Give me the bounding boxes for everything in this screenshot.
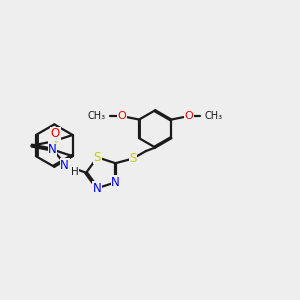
Text: CH₃: CH₃ bbox=[205, 111, 223, 122]
Text: S: S bbox=[129, 152, 137, 165]
Text: CH₃: CH₃ bbox=[88, 111, 106, 122]
Text: N: N bbox=[93, 182, 102, 195]
Text: S: S bbox=[49, 135, 56, 148]
Text: O: O bbox=[51, 127, 60, 140]
Text: N: N bbox=[60, 159, 69, 172]
Text: N: N bbox=[48, 143, 57, 156]
Text: N: N bbox=[111, 176, 120, 189]
Text: O: O bbox=[184, 111, 193, 122]
Text: O: O bbox=[117, 111, 126, 122]
Text: H: H bbox=[70, 167, 78, 177]
Text: S: S bbox=[94, 151, 101, 164]
